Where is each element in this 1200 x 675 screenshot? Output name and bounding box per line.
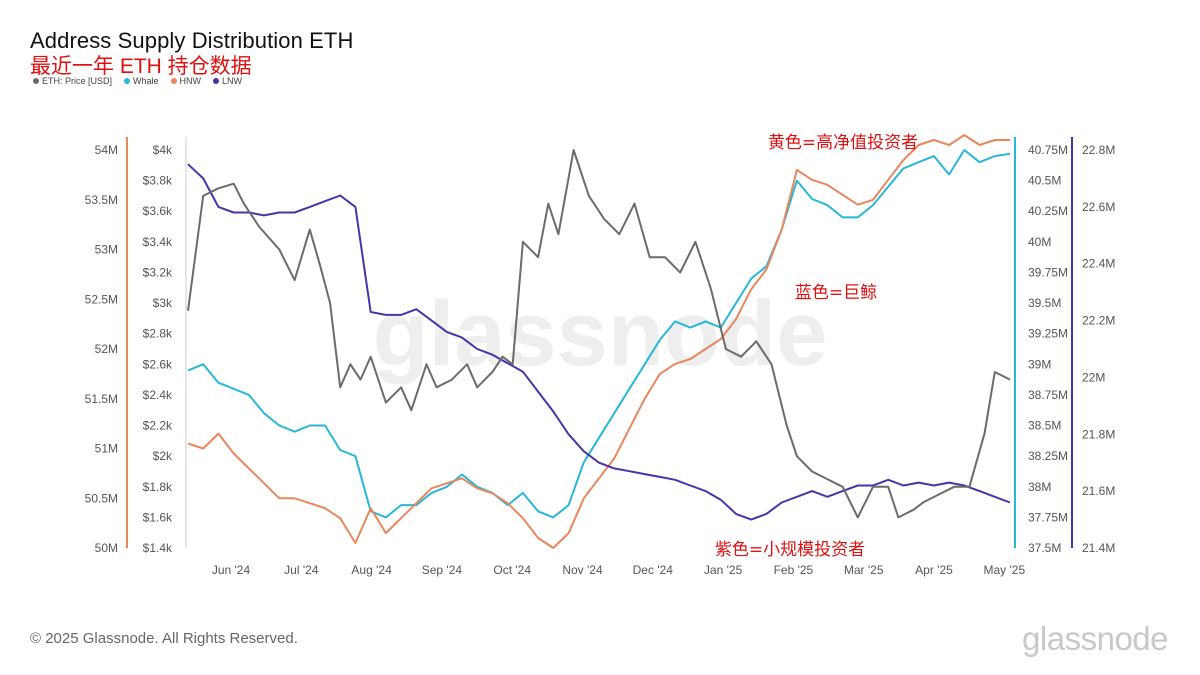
legend-item: HNW	[170, 76, 202, 86]
price-tick-label: $2.8k	[143, 327, 173, 341]
price-tick-label: $2k	[153, 449, 173, 463]
whale-tick-label: 39.25M	[1028, 327, 1068, 341]
x-tick-label: Jun '24	[212, 563, 251, 577]
hnw-line	[187, 134, 1010, 549]
legend-swatch	[124, 78, 131, 84]
price-tick-label: $1.8k	[143, 480, 173, 494]
hnw-tick-label: 50M	[95, 541, 118, 555]
price-tick-label: $2.2k	[143, 419, 173, 433]
chart-subtitle: 最近一年 ETH 持仓数据	[30, 55, 252, 78]
hnw-tick-label: 51M	[95, 442, 118, 456]
whale-tick-label: 39M	[1028, 357, 1051, 371]
whale-tick-label: 37.5M	[1028, 541, 1061, 555]
legend-swatch	[33, 78, 39, 84]
whale-tick-label: 40.25M	[1028, 204, 1068, 218]
whale-tick-label: 40.5M	[1028, 174, 1061, 188]
legend-label: HNW	[179, 76, 202, 86]
glassnode-logo: glassnode	[1022, 620, 1168, 657]
legend-item: ETH: Price [USD]	[33, 76, 112, 86]
whale-line	[187, 149, 1011, 519]
whale-tick-label: 40.75M	[1028, 143, 1068, 157]
price-tick-label: $1.4k	[143, 541, 173, 555]
legend-item: LNW	[213, 76, 242, 86]
x-tick-label: Jan '25	[704, 563, 743, 577]
whale-tick-label: 38M	[1028, 480, 1051, 494]
legend-swatch	[170, 78, 177, 84]
price-tick-label: $3k	[153, 296, 173, 310]
hnw-tick-label: 51.5M	[85, 392, 118, 406]
price-tick-label: $3.4k	[143, 235, 173, 249]
lnw-tick-label: 21.6M	[1082, 484, 1115, 498]
lnw-line	[187, 163, 1011, 521]
whale-tick-label: 39.75M	[1028, 265, 1068, 279]
price-tick-label: $1.6k	[143, 510, 173, 524]
x-tick-label: Mar '25	[844, 563, 884, 577]
chart-title: Address Supply Distribution ETH	[30, 28, 354, 53]
annotation-label: 黄色=高净值投资者	[768, 133, 918, 153]
price-tick-label: $3.6k	[143, 204, 173, 218]
x-tick-label: Sep '24	[422, 563, 463, 577]
whale-tick-label: 38.5M	[1028, 419, 1061, 433]
x-tick-label: Apr '25	[915, 563, 953, 577]
price-tick-label: $3.8k	[143, 174, 173, 188]
chart-canvas: glassnode 50M 50.5M 51M 51.5M 52M 52.5M 53M 53.5…	[85, 133, 1116, 577]
legend-label: Whale	[133, 76, 159, 86]
x-tick-label: Aug '24	[351, 563, 392, 577]
legend-swatch	[213, 78, 220, 84]
hnw-tick-label: 52.5M	[85, 292, 118, 306]
watermark-text: glassnode	[372, 283, 827, 385]
x-tick-label: May '25	[983, 563, 1025, 577]
whale-tick-label: 37.75M	[1028, 510, 1068, 524]
x-tick-label: Oct '24	[493, 563, 531, 577]
annotation-label: 紫色=小规模投资者	[715, 540, 865, 560]
whale-tick-label: 38.25M	[1028, 449, 1068, 463]
x-tick-label: Feb '25	[774, 563, 814, 577]
annotation-label: 蓝色=巨鲸	[795, 283, 877, 303]
hnw-tick-label: 53M	[95, 243, 118, 257]
hnw-tick-label: 54M	[95, 143, 118, 157]
hnw-tick-label: 50.5M	[85, 491, 118, 505]
price-tick-label: $3.2k	[143, 265, 173, 279]
eth-price-line	[187, 149, 1011, 519]
lnw-tick-label: 22M	[1082, 370, 1105, 384]
chart-legend: ETH: Price [USD] Whale HNW LNW	[33, 76, 242, 86]
hnw-tick-label: 53.5M	[85, 193, 118, 207]
legend-label: ETH: Price [USD]	[42, 76, 113, 86]
legend-item: Whale	[124, 76, 159, 86]
whale-tick-label: 40M	[1028, 235, 1051, 249]
lnw-tick-label: 22.8M	[1082, 143, 1115, 157]
lnw-tick-label: 21.4M	[1082, 541, 1115, 555]
copyright-footer: © 2025 Glassnode. All Rights Reserved.	[30, 630, 298, 647]
price-tick-label: $2.4k	[143, 388, 173, 402]
legend-label: LNW	[222, 76, 243, 86]
lnw-tick-label: 22.4M	[1082, 257, 1115, 271]
lnw-tick-label: 21.8M	[1082, 427, 1115, 441]
whale-tick-label: 38.75M	[1028, 388, 1068, 402]
price-tick-label: $2.6k	[143, 357, 173, 371]
lnw-tick-label: 22.2M	[1082, 314, 1115, 328]
x-tick-label: Jul '24	[284, 563, 319, 577]
x-tick-label: Nov '24	[562, 563, 603, 577]
x-tick-label: Dec '24	[633, 563, 674, 577]
price-tick-label: $4k	[153, 143, 173, 157]
lnw-tick-label: 22.6M	[1082, 200, 1115, 214]
hnw-tick-label: 52M	[95, 342, 118, 356]
whale-tick-label: 39.5M	[1028, 296, 1061, 310]
